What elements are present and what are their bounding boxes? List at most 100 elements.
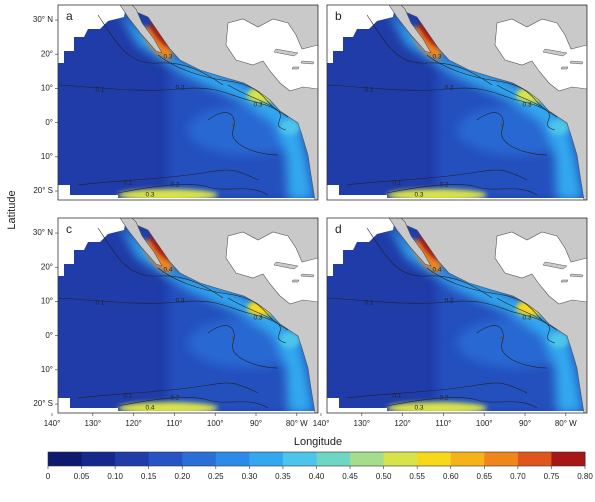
colorbar-swatch: [484, 452, 519, 466]
lon-tick-label: 140°: [44, 419, 61, 428]
contour-label: 0.1: [95, 87, 104, 94]
baja: [388, 218, 432, 267]
contour-line: [117, 184, 269, 196]
no-data-south: [327, 398, 587, 413]
colorbar-swatch: [517, 452, 552, 466]
colorbar-swatch: [383, 452, 418, 466]
panel-frame: [57, 4, 319, 201]
no-data-south: [327, 185, 587, 200]
contour-line: [77, 169, 259, 186]
contour-label: 0.3: [414, 405, 423, 412]
contour-line: [117, 397, 269, 409]
lon-tick-label: 120°: [394, 419, 411, 428]
colorbar-swatch: [249, 452, 284, 466]
lat-tick-label: 0°: [45, 118, 53, 127]
contour-label: 0.4: [163, 267, 172, 274]
contour-label: 0.3: [253, 315, 262, 322]
baja: [119, 218, 163, 267]
contour-label: 0.2: [175, 85, 184, 92]
lat-tick-label: 20°: [41, 49, 53, 58]
contour-label: 0.3: [145, 192, 154, 199]
lon-tick-label: 90°: [519, 419, 531, 428]
contour-label: 0.2: [444, 298, 453, 305]
panel-label: d: [335, 222, 342, 236]
lat-tick-label: 20° S: [33, 186, 53, 195]
colorbar-tick-label: 0.35: [275, 472, 291, 481]
contour-line: [77, 382, 259, 399]
contour-label: 0.1: [392, 393, 401, 400]
contour-label: 0.1: [95, 300, 104, 307]
panama: [280, 332, 300, 348]
contour-line: [157, 54, 274, 108]
lat-tick-label: 30° N: [33, 15, 53, 24]
south-band: [118, 402, 218, 413]
baja: [119, 5, 163, 54]
contour-label: 0.3: [175, 298, 184, 305]
galapagos: [500, 123, 504, 127]
map-panel: 0.4 0.1 0.2 0.3 0.1 0.2 0.3 d 140° 130° 120° 110° 10…: [313, 217, 588, 428]
caribbean: [225, 231, 318, 305]
lon-tick-label: 100°: [207, 419, 224, 428]
panel-frame: [326, 217, 588, 414]
contour-line: [227, 84, 287, 131]
contour-line: [58, 84, 289, 118]
galapagos: [500, 336, 504, 340]
contour-line: [426, 54, 543, 108]
no-data-south: [58, 185, 318, 200]
lon-tick-label: 90°: [250, 419, 262, 428]
contour-line: [227, 297, 287, 344]
contour-line: [386, 397, 538, 409]
map-content: [58, 218, 318, 413]
contour-label: 0.2: [444, 85, 453, 92]
contour-line: [327, 297, 558, 331]
contour-label: 0.3: [163, 54, 172, 61]
lon-tick-label: 130°: [85, 419, 102, 428]
map-panel: 0.4 0.1 0.3 0.3 0.1 0.2 0.4 c 30° N 20° 10° 0° 10° 20…: [33, 217, 319, 428]
colorbar-tick-label: 0.60: [443, 472, 459, 481]
panama: [549, 332, 569, 348]
lat-tick-label: 10°: [41, 152, 53, 161]
caribbean: [225, 18, 318, 92]
lon-tick-label: 80° W: [286, 419, 308, 428]
contour-line: [496, 84, 556, 131]
contour-line: [97, 14, 224, 86]
lon-tick-label: 80° W: [555, 419, 577, 428]
contour-label: 0.1: [392, 180, 401, 187]
contour-line: [366, 227, 493, 299]
contour-label: 0.1: [364, 300, 373, 307]
colorbar-swatch: [316, 452, 351, 466]
contour-line: [346, 169, 528, 186]
no-data-nw: [327, 218, 395, 276]
contour-label: 0.2: [170, 182, 179, 189]
lon-tick-label: 100°: [476, 419, 493, 428]
colorbar-swatch: [182, 452, 217, 466]
contour-label: 0.1: [123, 393, 132, 400]
lat-tick-label: 30° N: [33, 228, 53, 237]
colorbar-swatch: [417, 452, 452, 466]
contour-label: 0.2: [170, 395, 179, 402]
panama: [549, 119, 569, 135]
contour-label: 0.4: [432, 267, 441, 274]
lon-tick-label: 110°: [166, 419, 182, 428]
south-band: [387, 402, 487, 413]
panel-frame: [57, 217, 319, 414]
contour-label: 0.3: [522, 315, 531, 322]
islands: [273, 261, 315, 283]
lat-tick-label: 10°: [41, 84, 53, 93]
colorbar-swatch: [282, 452, 317, 466]
no-data-nw: [327, 5, 395, 63]
lat-tick-label: 10°: [41, 297, 53, 306]
panel-label: a: [66, 9, 73, 23]
contour-label: 0.2: [439, 182, 448, 189]
lon-tick-label: 140°: [313, 419, 330, 428]
islands: [273, 48, 315, 70]
islands: [542, 261, 584, 283]
no-data-nw: [58, 5, 126, 63]
colorbar-swatch: [450, 452, 485, 466]
contour-label: 0.3: [522, 102, 531, 109]
contour-label: 0.3: [432, 54, 441, 61]
panama: [280, 119, 300, 135]
colorbar-swatch: [48, 452, 83, 466]
colorbar-tick-label: 0.75: [544, 472, 560, 481]
